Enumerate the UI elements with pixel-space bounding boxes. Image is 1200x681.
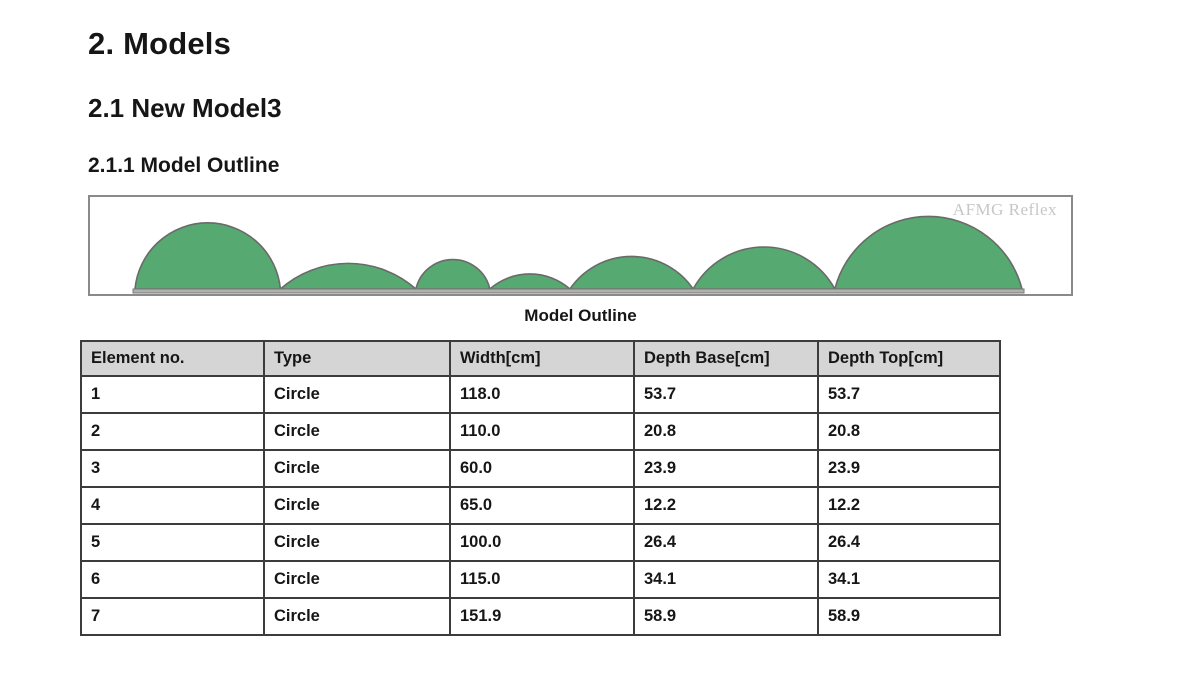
- outline-element-circle: [278, 262, 419, 290]
- table-row: 4 Circle 65.0 12.2 12.2: [80, 486, 1001, 525]
- table-cell: 118.0: [449, 375, 635, 414]
- figure-caption: Model Outline: [524, 306, 637, 325]
- column-header: Element no.: [80, 340, 265, 377]
- table-cell: Circle: [263, 597, 451, 636]
- section-heading: 2. Models: [88, 26, 232, 61]
- table-body: 1 Circle 118.0 53.7 53.7 2 Circle 110.0 20.8 20.8…: [80, 375, 1001, 636]
- table-row: 5 Circle 100.0 26.4 26.4: [80, 523, 1001, 562]
- table-cell: 5: [80, 523, 265, 562]
- outline-element-circle: [134, 222, 282, 290]
- table-cell: 26.4: [633, 523, 819, 562]
- table-row: 2 Circle 110.0 20.8 20.8: [80, 412, 1001, 451]
- table-row: 7 Circle 151.9 58.9 58.9: [80, 597, 1001, 636]
- column-header: Width[cm]: [449, 340, 635, 377]
- column-header: Depth Top[cm]: [817, 340, 1001, 377]
- table-cell: 3: [80, 449, 265, 488]
- table-cell: 115.0: [449, 560, 635, 599]
- table-cell: 23.9: [817, 449, 1001, 488]
- table-cell: Circle: [263, 486, 451, 525]
- subsection-heading: 2.1 New Model3: [88, 93, 282, 123]
- table-cell: 34.1: [633, 560, 819, 599]
- table-cell: 53.7: [817, 375, 1001, 414]
- table-cell: 60.0: [449, 449, 635, 488]
- model-outline-drawing: [132, 215, 1025, 294]
- table-cell: 151.9: [449, 597, 635, 636]
- table-row: 6 Circle 115.0 34.1 34.1: [80, 560, 1001, 599]
- column-header: Type: [263, 340, 451, 377]
- outline-element-circle: [833, 215, 1024, 290]
- subsubsection-heading: 2.1.1 Model Outline: [88, 154, 280, 177]
- table-cell: 58.9: [817, 597, 1001, 636]
- table-cell: 6: [80, 560, 265, 599]
- table-cell: 2: [80, 412, 265, 451]
- column-header: Depth Base[cm]: [633, 340, 819, 377]
- table-cell: 110.0: [449, 412, 635, 451]
- table-cell: 34.1: [817, 560, 1001, 599]
- table-row: 3 Circle 60.0 23.9 23.9: [80, 449, 1001, 488]
- table-cell: 12.2: [817, 486, 1001, 525]
- table-cell: 23.9: [633, 449, 819, 488]
- table-cell: 20.8: [817, 412, 1001, 451]
- table-cell: 20.8: [633, 412, 819, 451]
- baseline: [132, 288, 1025, 294]
- table-cell: 65.0: [449, 486, 635, 525]
- table-cell: Circle: [263, 523, 451, 562]
- table-cell: 53.7: [633, 375, 819, 414]
- table-cell: 12.2: [633, 486, 819, 525]
- table-row: 1 Circle 118.0 53.7 53.7: [80, 375, 1001, 414]
- table-cell: Circle: [263, 375, 451, 414]
- table-cell: 1: [80, 375, 265, 414]
- table-cell: Circle: [263, 412, 451, 451]
- model-elements-table: Element no. Type Width[cm] Depth Base[cm] De…: [80, 340, 1001, 636]
- outline-element-circle: [568, 255, 695, 290]
- outline-element-circle: [487, 273, 573, 290]
- outline-element-circle: [414, 258, 491, 290]
- table-cell: Circle: [263, 560, 451, 599]
- table-cell: Circle: [263, 449, 451, 488]
- table-cell: 100.0: [449, 523, 635, 562]
- table-cell: 4: [80, 486, 265, 525]
- model-outline-figure: AFMG Reflex: [88, 195, 1073, 296]
- outline-element-circle: [691, 246, 837, 290]
- table-cell: 58.9: [633, 597, 819, 636]
- watermark-text: AFMG Reflex: [952, 200, 1057, 219]
- table-header-row: Element no. Type Width[cm] Depth Base[cm] De…: [80, 340, 1001, 377]
- table-cell: 26.4: [817, 523, 1001, 562]
- table-cell: 7: [80, 597, 265, 636]
